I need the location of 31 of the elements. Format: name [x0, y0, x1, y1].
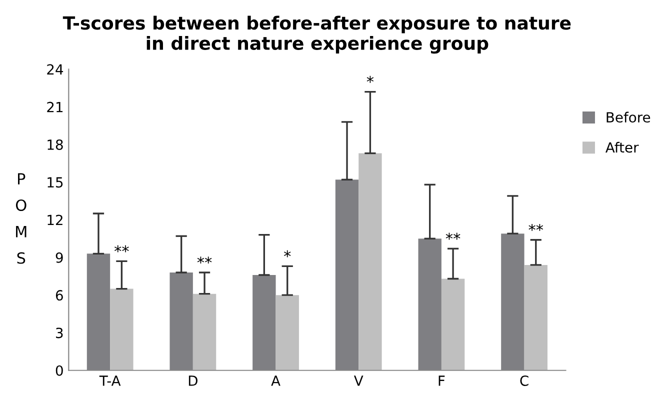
y-tick-label: 3 — [56, 328, 63, 338]
x-tick-label: A — [271, 376, 280, 386]
bar — [524, 264, 548, 370]
x-tick-label: F — [438, 376, 445, 386]
annotation: ** — [446, 232, 460, 240]
annotation: * — [366, 76, 374, 83]
y-tick-label: 15 — [48, 177, 63, 188]
x-tick-label: C — [520, 375, 528, 386]
y-tick-label: 9 — [56, 252, 63, 263]
annotation: ** — [528, 224, 544, 231]
y-tick-label: 24 — [47, 64, 64, 74]
y-tick-label: 12 — [48, 214, 62, 226]
bar — [276, 295, 299, 370]
x-tick-label: T-A — [99, 376, 121, 386]
y-tick-label: 6 — [56, 290, 63, 301]
x-tick-label: D — [188, 376, 198, 386]
legend-label: After — [606, 142, 639, 153]
y-axis-title: POMS — [16, 173, 26, 264]
annotation: ** — [197, 256, 212, 264]
bar — [192, 294, 216, 370]
annotation: ** — [114, 245, 129, 252]
annotation: * — [284, 250, 291, 258]
bar — [441, 278, 465, 370]
legend-label: Before — [606, 112, 650, 123]
y-tick-label: 0 — [56, 365, 63, 376]
bar — [358, 153, 382, 370]
bar — [110, 288, 134, 370]
y-tick-label: 18 — [48, 139, 63, 150]
y-tick-label: 21 — [47, 102, 63, 112]
chart-title: T-scores between before-after exposure to nature in direct nature experience group — [62, 16, 571, 54]
x-tick-label: V — [354, 376, 364, 386]
